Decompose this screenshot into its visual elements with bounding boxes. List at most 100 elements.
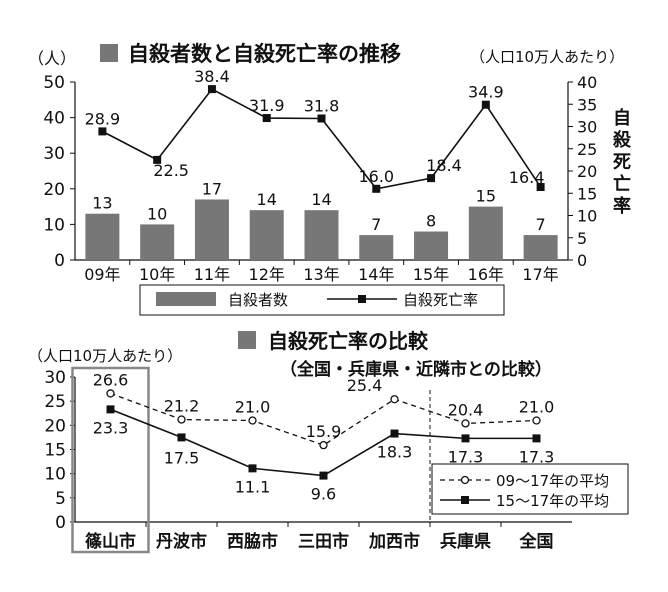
bar-data-label: 14 [311, 190, 331, 209]
long-avg-point [177, 415, 186, 424]
bar-data-label: 10 [147, 204, 167, 223]
legend-frame [431, 463, 629, 515]
short-avg-data-label: 17.3 [448, 447, 484, 466]
rate-point [536, 183, 545, 192]
legend-swatch-bar [156, 292, 216, 306]
legend-swatch-square [461, 496, 469, 504]
short-avg-data-label: 18.3 [377, 443, 413, 462]
x-tick-label: 三田市 [298, 531, 349, 552]
right-axis-label-char: 殺 [612, 129, 632, 151]
short-avg-data-label: 9.6 [311, 485, 336, 504]
y-tick-label: 30 [44, 368, 66, 388]
bar [85, 213, 120, 260]
bar-data-label: 7 [371, 215, 381, 234]
left-tick-label: 0 [54, 251, 65, 271]
right-tick-label: 25 [577, 140, 597, 159]
right-tick-label: 40 [577, 73, 597, 92]
right-tick-label: 10 [577, 207, 597, 226]
rate-point [427, 174, 436, 183]
title-marker [238, 331, 256, 349]
bar [414, 231, 449, 260]
long-avg-data-label: 20.4 [448, 400, 484, 419]
x-tick-label: 加西市 [368, 531, 420, 552]
x-tick-label: 13年 [303, 265, 339, 284]
bar [249, 210, 284, 260]
y-tick-label: 20 [44, 416, 66, 436]
rate-point [481, 100, 490, 109]
bar [194, 199, 229, 260]
rate-point [98, 127, 107, 136]
short-avg-point [177, 433, 186, 442]
long-avg-point [390, 395, 399, 404]
legend-label-bar: 自殺者数 [228, 291, 288, 309]
chart1-right-axis-label: 自殺死亡率 [612, 107, 632, 217]
rate-data-label: 31.8 [304, 96, 340, 115]
rate-point [153, 155, 162, 164]
x-tick-label: 11年 [194, 265, 230, 284]
chart2-title: 自殺死亡率の比較 [268, 329, 429, 353]
chart1-right-unit: （人口10万人あたり） [470, 48, 624, 66]
long-avg-point [106, 389, 115, 398]
x-tick-label: 16年 [468, 265, 504, 284]
legend-label-long-avg: 09～17年の平均 [496, 472, 609, 490]
left-tick-label: 50 [43, 73, 65, 93]
short-avg-point [106, 405, 115, 414]
x-tick-label: 15年 [413, 265, 449, 284]
bar-data-label: 17 [202, 179, 222, 198]
x-tick-label: 篠山市 [85, 531, 136, 552]
rate-data-label: 16.0 [358, 167, 394, 186]
short-avg-point [390, 429, 399, 438]
left-tick-label: 20 [43, 180, 65, 200]
rate-data-label: 31.9 [249, 96, 285, 115]
chart2-legend: 09～17年の平均 15～17年の平均 [431, 463, 629, 515]
chart2-subtitle: （全国・兵庫県・近隣市との比較） [280, 359, 552, 380]
x-tick-label: 12年 [249, 265, 285, 284]
rate-data-label: 16.4 [509, 168, 545, 187]
long-avg-point [461, 419, 470, 428]
chart1-legend: 自殺者数 自殺死亡率 [139, 284, 505, 316]
x-tick-label: 17年 [522, 265, 558, 284]
highlight-frame [71, 366, 150, 554]
x-tick-label: 10年 [139, 265, 175, 284]
right-tick-label: 15 [577, 184, 597, 203]
chart2: 0 5 10 15 20 25 30 篠山市 丹波市 西脇市 三田市 加西市 兵庫県 全国 26.6 21.2… [44, 366, 572, 554]
long-avg-data-label: 26.6 [93, 370, 129, 389]
x-tick-label: 09年 [84, 265, 120, 284]
bar-data-label: 8 [426, 212, 436, 231]
y-tick-label: 0 [55, 513, 66, 533]
bar-data-label: 15 [476, 187, 496, 206]
short-avg-point [461, 434, 470, 443]
x-tick-label: 全国 [519, 531, 554, 552]
right-tick-label: 35 [577, 95, 597, 114]
bar-data-label: 7 [536, 215, 546, 234]
long-avg-data-label: 21.0 [519, 398, 555, 417]
rate-data-label: 18.4 [426, 156, 462, 175]
long-avg-point [532, 416, 541, 425]
rate-point [317, 114, 326, 123]
legend-swatch-circle [460, 475, 470, 485]
bar [140, 224, 175, 260]
title-marker [100, 44, 118, 62]
left-tick-label: 30 [43, 144, 65, 164]
chart1-title: 自殺者数と自殺死亡率の推移 [128, 42, 401, 66]
x-tick-label: 14年 [358, 265, 394, 284]
short-avg-data-label: 23.3 [93, 418, 129, 437]
x-tick-label: 丹波市 [156, 531, 207, 552]
short-avg-data-label: 11.1 [235, 477, 271, 496]
long-avg-point [248, 416, 257, 425]
y-tick-label: 5 [55, 489, 66, 509]
long-avg-data-label: 25.4 [347, 376, 383, 395]
right-tick-label: 20 [577, 162, 597, 181]
y-tick-label: 15 [44, 441, 66, 461]
left-tick-label: 10 [43, 215, 65, 235]
rate-point [262, 114, 271, 123]
bar-data-label: 13 [92, 194, 112, 213]
legend-label-short-avg: 15～17年の平均 [496, 492, 609, 510]
right-tick-label: 5 [577, 229, 587, 248]
right-axis-label-char: 率 [613, 195, 631, 217]
rate-data-label: 22.5 [153, 161, 189, 180]
short-avg-data-label: 17.3 [519, 447, 555, 466]
left-tick-label: 40 [43, 109, 65, 129]
short-avg-point [248, 464, 257, 473]
bar [359, 235, 394, 260]
